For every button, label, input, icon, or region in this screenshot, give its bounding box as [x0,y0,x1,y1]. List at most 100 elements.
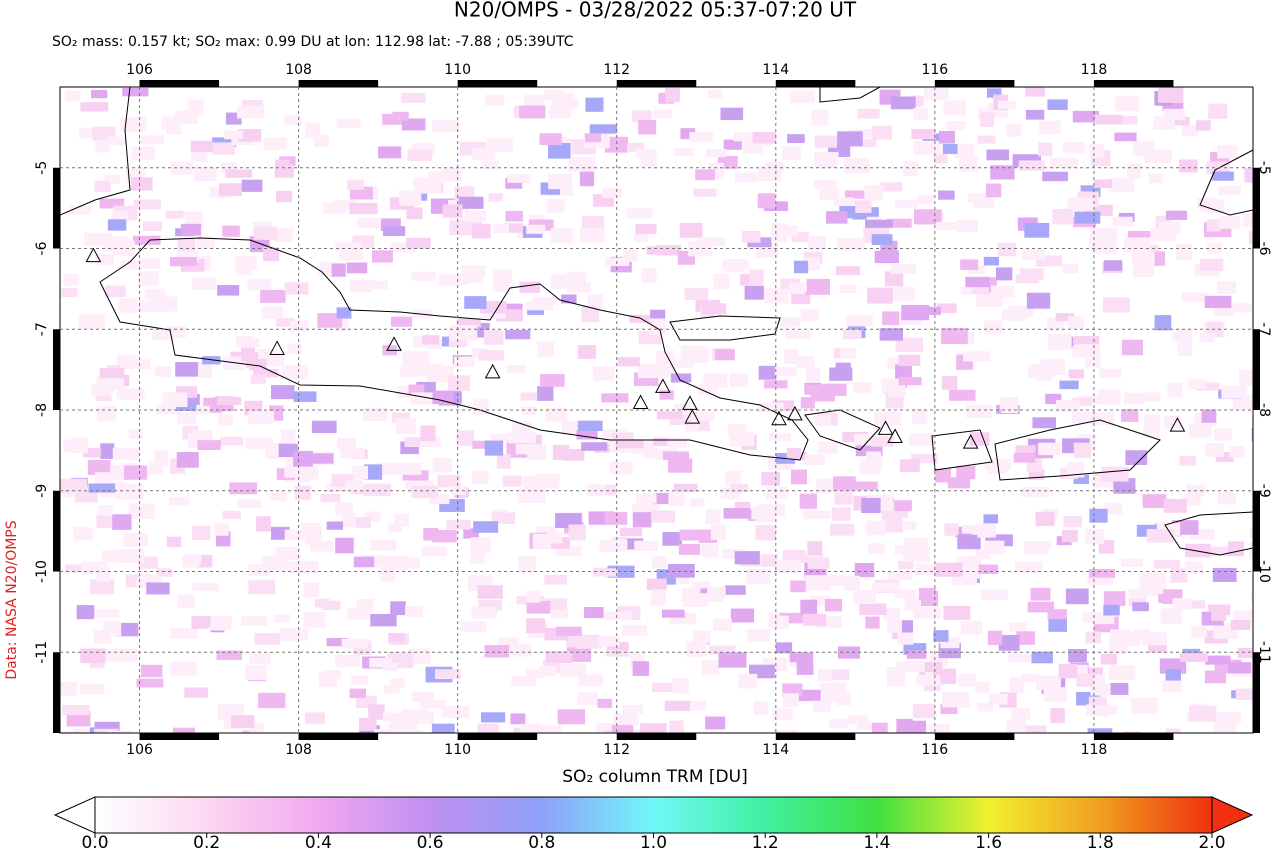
pixel [635,223,657,234]
pixel [581,306,600,323]
pixel [793,260,809,274]
pixel [604,512,628,525]
pixel [579,170,595,187]
pixel [854,200,872,213]
lat-tick-label: -11 [34,641,50,664]
pixel [560,663,587,678]
pixel [520,723,542,733]
pixel [105,649,125,661]
pixel [980,589,1008,600]
pixel [368,704,385,720]
title: N20/OMPS - 03/28/2022 05:37-07:20 UT [454,0,857,22]
pixel [1025,109,1045,120]
pixel [636,493,657,504]
pixel [391,316,413,327]
colorbar-tick-label: 1.8 [1087,833,1114,853]
pixel [967,193,991,203]
pixel [771,229,788,243]
pixel [1187,379,1207,390]
pixel [61,731,81,733]
pixel [140,664,163,678]
lon-tick-label: 112 [603,742,630,758]
pixel [626,142,645,152]
pixel [1071,411,1092,424]
pixel [1101,466,1129,482]
lon-tick-label: 106 [126,742,153,758]
pixel [357,217,380,229]
pixel [527,306,544,315]
pixel [926,306,941,316]
pixel [1108,178,1135,192]
pixel [738,673,758,689]
pixel [519,281,541,293]
pixel [345,480,363,492]
pixel [1199,258,1224,272]
pixel [598,636,620,647]
pixel [73,527,93,541]
pixel [1123,392,1145,405]
lon-tick-label: 116 [921,742,948,758]
pixel [652,492,680,505]
pixel [472,470,489,484]
pixel [1058,663,1078,679]
pixel [1217,144,1238,159]
pixel [911,129,936,140]
pixel [1158,221,1182,235]
pixel [1024,725,1047,733]
pixel [890,96,916,110]
pixel [983,256,999,266]
pixel [364,555,387,568]
pixel [1080,185,1101,198]
pixel [1179,455,1197,466]
pixel [581,215,604,231]
pixel [566,646,592,662]
pixel [249,722,265,733]
pixel [1026,292,1051,309]
pixel [1061,529,1078,543]
pixel [867,287,893,304]
pixel [323,202,345,214]
pixel [933,630,949,642]
pixel [154,450,169,466]
pixel [1047,99,1068,110]
lon-tick-label: 112 [603,62,630,78]
pixel [177,412,197,424]
pixel [478,350,505,361]
pixel [674,483,698,493]
pixel [1229,446,1245,458]
frame-strip [457,80,538,87]
pixel [709,645,736,655]
pixel [112,514,132,530]
pixel [640,157,657,167]
pixel [107,219,127,231]
pixel [249,653,271,664]
pixel [1108,665,1136,680]
pixel [190,140,213,153]
pixel [936,222,958,231]
pixel [1204,295,1232,309]
pixel [165,325,186,338]
pixel [868,543,885,554]
pixel [730,483,749,493]
pixel [952,573,978,586]
pixel [496,454,511,469]
pixel [1006,124,1022,137]
pixel [906,650,927,659]
pixel [284,465,303,478]
pixel [831,507,851,521]
pixel [693,188,717,197]
pixel [355,517,371,528]
pixel [626,208,653,219]
pixel [210,616,232,631]
colorbar-tick-label: 1.2 [752,833,779,853]
pixel [592,366,615,381]
pixel [526,600,551,614]
pixel [78,314,105,329]
pixel [597,698,613,708]
pixel [234,256,258,270]
pixel [546,199,565,213]
pixel [392,111,409,121]
pixel [1009,622,1027,632]
pixel [769,432,792,441]
pixel [122,359,151,370]
